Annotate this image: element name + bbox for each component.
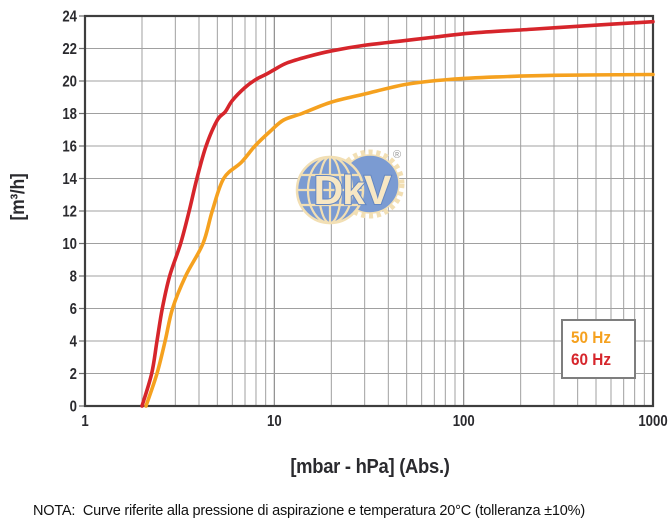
registered-trademark-icon: ® [393,149,401,161]
y-tick-label: 2 [70,366,77,383]
note-text: NOTA: Curve riferite alla pressione di a… [33,503,585,519]
curve-50hz [144,72,655,408]
y-tick-label: 24 [62,9,77,26]
x-tick-label: 10 [267,413,282,430]
x-tick-label: 1000 [638,413,667,430]
y-tick-label: 16 [62,139,77,156]
y-tick-label: 12 [62,204,77,221]
y-tick-label: 14 [62,171,77,188]
legend-item-60hz: 60 Hz [571,350,611,369]
plot-frame [83,14,655,408]
x-tick-label: 100 [453,413,475,430]
legend-item-50hz: 50 Hz [571,327,611,347]
x-tick-label: 1 [81,413,88,430]
y-tick-label: 22 [62,41,77,58]
legend: 50 Hz 60 Hz [561,319,636,379]
y-tick-label: 20 [62,74,77,91]
dkv-logo-watermark: DkV ® [295,149,405,225]
curve-60hz [140,19,655,408]
y-tick-label: 6 [70,301,77,318]
y-tick-label: 18 [62,106,77,123]
x-axis-title: [mbar - hPa] (Abs.) [290,456,450,478]
y-tick-label: 8 [70,269,77,286]
globe-icon [295,155,365,225]
logo-text: DkV [314,167,392,213]
y-tick-label: 0 [70,399,77,416]
y-axis-title: [m³/h] [8,173,29,221]
y-tick-label: 4 [70,334,77,351]
y-tick-label: 10 [62,236,77,253]
